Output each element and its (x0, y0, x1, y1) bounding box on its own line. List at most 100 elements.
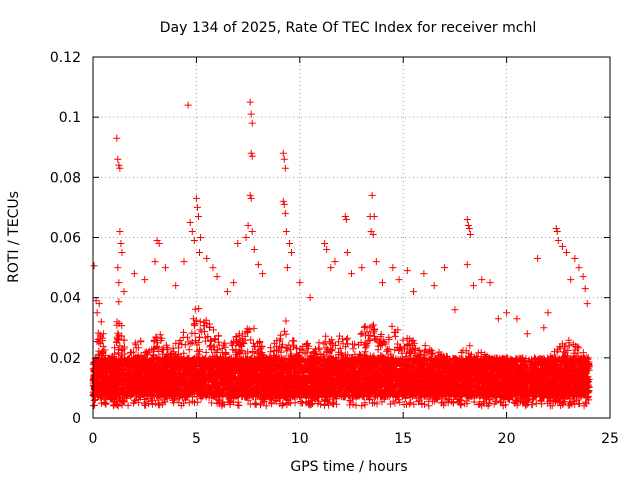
roti-point (117, 240, 125, 248)
roti-point (197, 234, 205, 241)
roti-point (581, 285, 589, 293)
roti-point (369, 230, 377, 238)
roti-point (242, 234, 250, 241)
y-axis-title: ROTI / TECUs (6, 191, 22, 283)
roti-point (327, 264, 335, 272)
roti-point (248, 152, 256, 160)
roti-point (194, 212, 202, 220)
roti-point (247, 149, 255, 157)
y-tick-label: 0.02 (50, 351, 81, 367)
y-tick-label: 0 (72, 411, 81, 427)
x-tick-label: 5 (192, 431, 201, 447)
roti-point (259, 270, 267, 278)
roti-point (209, 264, 217, 272)
roti-point (343, 249, 351, 257)
roti-point (213, 273, 221, 281)
roti-point (188, 227, 196, 235)
roti-point (97, 318, 105, 326)
roti-point (247, 110, 255, 118)
roti-point (285, 240, 293, 248)
roti-point (120, 288, 128, 296)
roti-point (234, 240, 242, 248)
y-tick-label: 0.1 (59, 110, 81, 126)
roti-point (93, 309, 101, 317)
roti-point (279, 197, 287, 205)
roti-point (130, 270, 138, 278)
roti-point (113, 134, 121, 142)
roti-point (280, 155, 288, 163)
roti-point (331, 258, 339, 266)
roti-point (523, 330, 531, 338)
roti-point (246, 98, 254, 106)
roti-point (283, 264, 291, 272)
roti-point (583, 300, 591, 308)
roti-point (478, 276, 486, 284)
roti-point (172, 282, 180, 290)
roti-point (282, 227, 290, 235)
y-axis: 0 0.02 0.04 0.06 0.08 0.1 0.12 (50, 50, 610, 427)
roti-point (464, 221, 472, 229)
roti-point (463, 215, 471, 223)
roti-point (116, 227, 124, 235)
roti-point (575, 264, 583, 272)
roti-point (193, 203, 201, 211)
roti-point (348, 270, 355, 278)
roti-point (466, 230, 474, 238)
data-points (89, 98, 593, 410)
roti-point (358, 264, 366, 272)
roti-point (403, 267, 411, 275)
roti-point (503, 309, 511, 317)
y-tick-label: 0.12 (50, 50, 81, 66)
roti-point (465, 224, 473, 232)
roti-point (90, 262, 98, 270)
roti-point (552, 224, 560, 232)
roti-point (554, 237, 562, 245)
roti-point (342, 215, 350, 223)
roti-point (99, 330, 107, 338)
roti-point (558, 243, 566, 251)
y-tick-label: 0.06 (50, 231, 81, 247)
x-tick-label: 0 (89, 431, 98, 447)
roti-point (296, 279, 304, 287)
roti-point (161, 264, 169, 272)
x-axis-title: GPS time / hours (290, 459, 407, 475)
roti-point (246, 191, 254, 199)
roti-point (563, 249, 571, 257)
roti-point (186, 218, 194, 226)
roti-point (441, 264, 449, 272)
roti-point (247, 194, 255, 202)
roti-point (341, 212, 349, 220)
roti-point (430, 282, 438, 290)
roti-point (579, 273, 587, 281)
roti-point (118, 249, 126, 257)
roti-point (553, 227, 561, 235)
roti-point (372, 258, 380, 266)
roti-point (250, 246, 258, 254)
roti-point (463, 261, 471, 269)
roti-point (513, 315, 521, 323)
roti-point (248, 227, 256, 235)
roti-point (451, 306, 459, 314)
roti-point (420, 270, 428, 278)
roti-point (184, 101, 192, 109)
roti-point (279, 149, 287, 157)
roti-point (306, 294, 314, 302)
roti-point (114, 155, 122, 163)
roti-point (196, 249, 204, 257)
x-tick-label: 25 (601, 431, 619, 447)
roti-point (115, 161, 123, 169)
roti-point (540, 324, 548, 332)
roti-point (379, 279, 387, 287)
roti-point (190, 237, 198, 245)
roti-point (254, 261, 262, 269)
roti-point (248, 119, 256, 127)
roti-point (155, 240, 163, 248)
x-tick-label: 20 (498, 431, 516, 447)
chart-title: Day 134 of 2025, Rate Of TEC Index for r… (160, 20, 536, 36)
roti-point (486, 279, 494, 287)
y-tick-label: 0.04 (50, 291, 81, 307)
y-tick-label: 0.08 (50, 170, 81, 186)
roti-point (494, 315, 502, 323)
roti-point (95, 300, 103, 308)
